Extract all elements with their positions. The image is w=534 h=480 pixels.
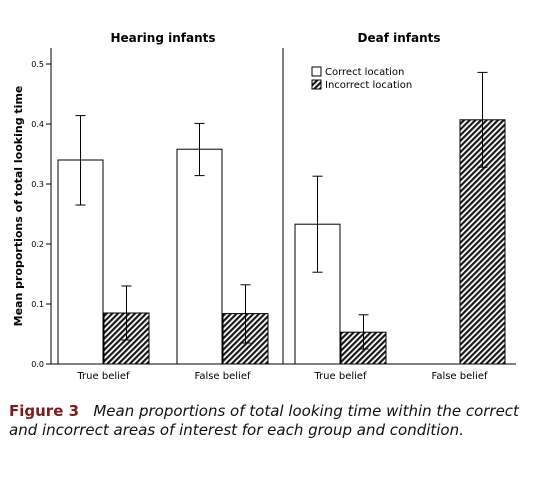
error-bar [240,284,251,344]
figure-chart: Hearing infants Deaf infants Mean propor… [12,31,516,380]
legend-label-incorrect: Incorrect location [325,80,412,91]
y-ticks: 0.0 0.1 0.2 0.3 0.4 0.5 [31,60,51,369]
error-bar [121,285,132,341]
figure-caption: Figure 3 Mean proportions of total looki… [9,402,519,440]
bar-correct [176,148,223,365]
y-tick-label: 0.5 [31,60,44,69]
legend-swatch-incorrect [311,79,322,90]
caption-text: Mean proportions of total looking time w… [9,402,519,439]
y-axis-label: Mean proportions of total looking time [12,86,25,327]
y-tick-label: 0.3 [31,180,44,189]
error-bar [194,122,205,177]
panel-title-deaf: Deaf infants [358,31,441,45]
panel-title-hearing: Hearing infants [110,31,215,45]
category-label: True belief [313,371,367,380]
legend-label-correct: Correct location [325,67,404,78]
error-bar [312,175,323,273]
y-tick-label: 0.1 [31,300,44,309]
legend-swatch-correct [311,66,322,77]
y-tick-label: 0.0 [31,360,44,369]
category-label: False belief [431,371,487,380]
caption-label: Figure 3 [9,402,80,420]
legend: Correct location Incorrect location [311,66,412,91]
category-label: True belief [76,371,130,380]
error-bar [358,314,369,350]
y-tick-label: 0.4 [31,120,44,129]
y-tick-label: 0.2 [31,240,44,249]
category-label: False belief [194,371,250,380]
error-bar [75,115,86,206]
error-bar [477,71,488,168]
bars [57,71,506,365]
category-labels: True belief False belief True belief False … [76,371,488,380]
